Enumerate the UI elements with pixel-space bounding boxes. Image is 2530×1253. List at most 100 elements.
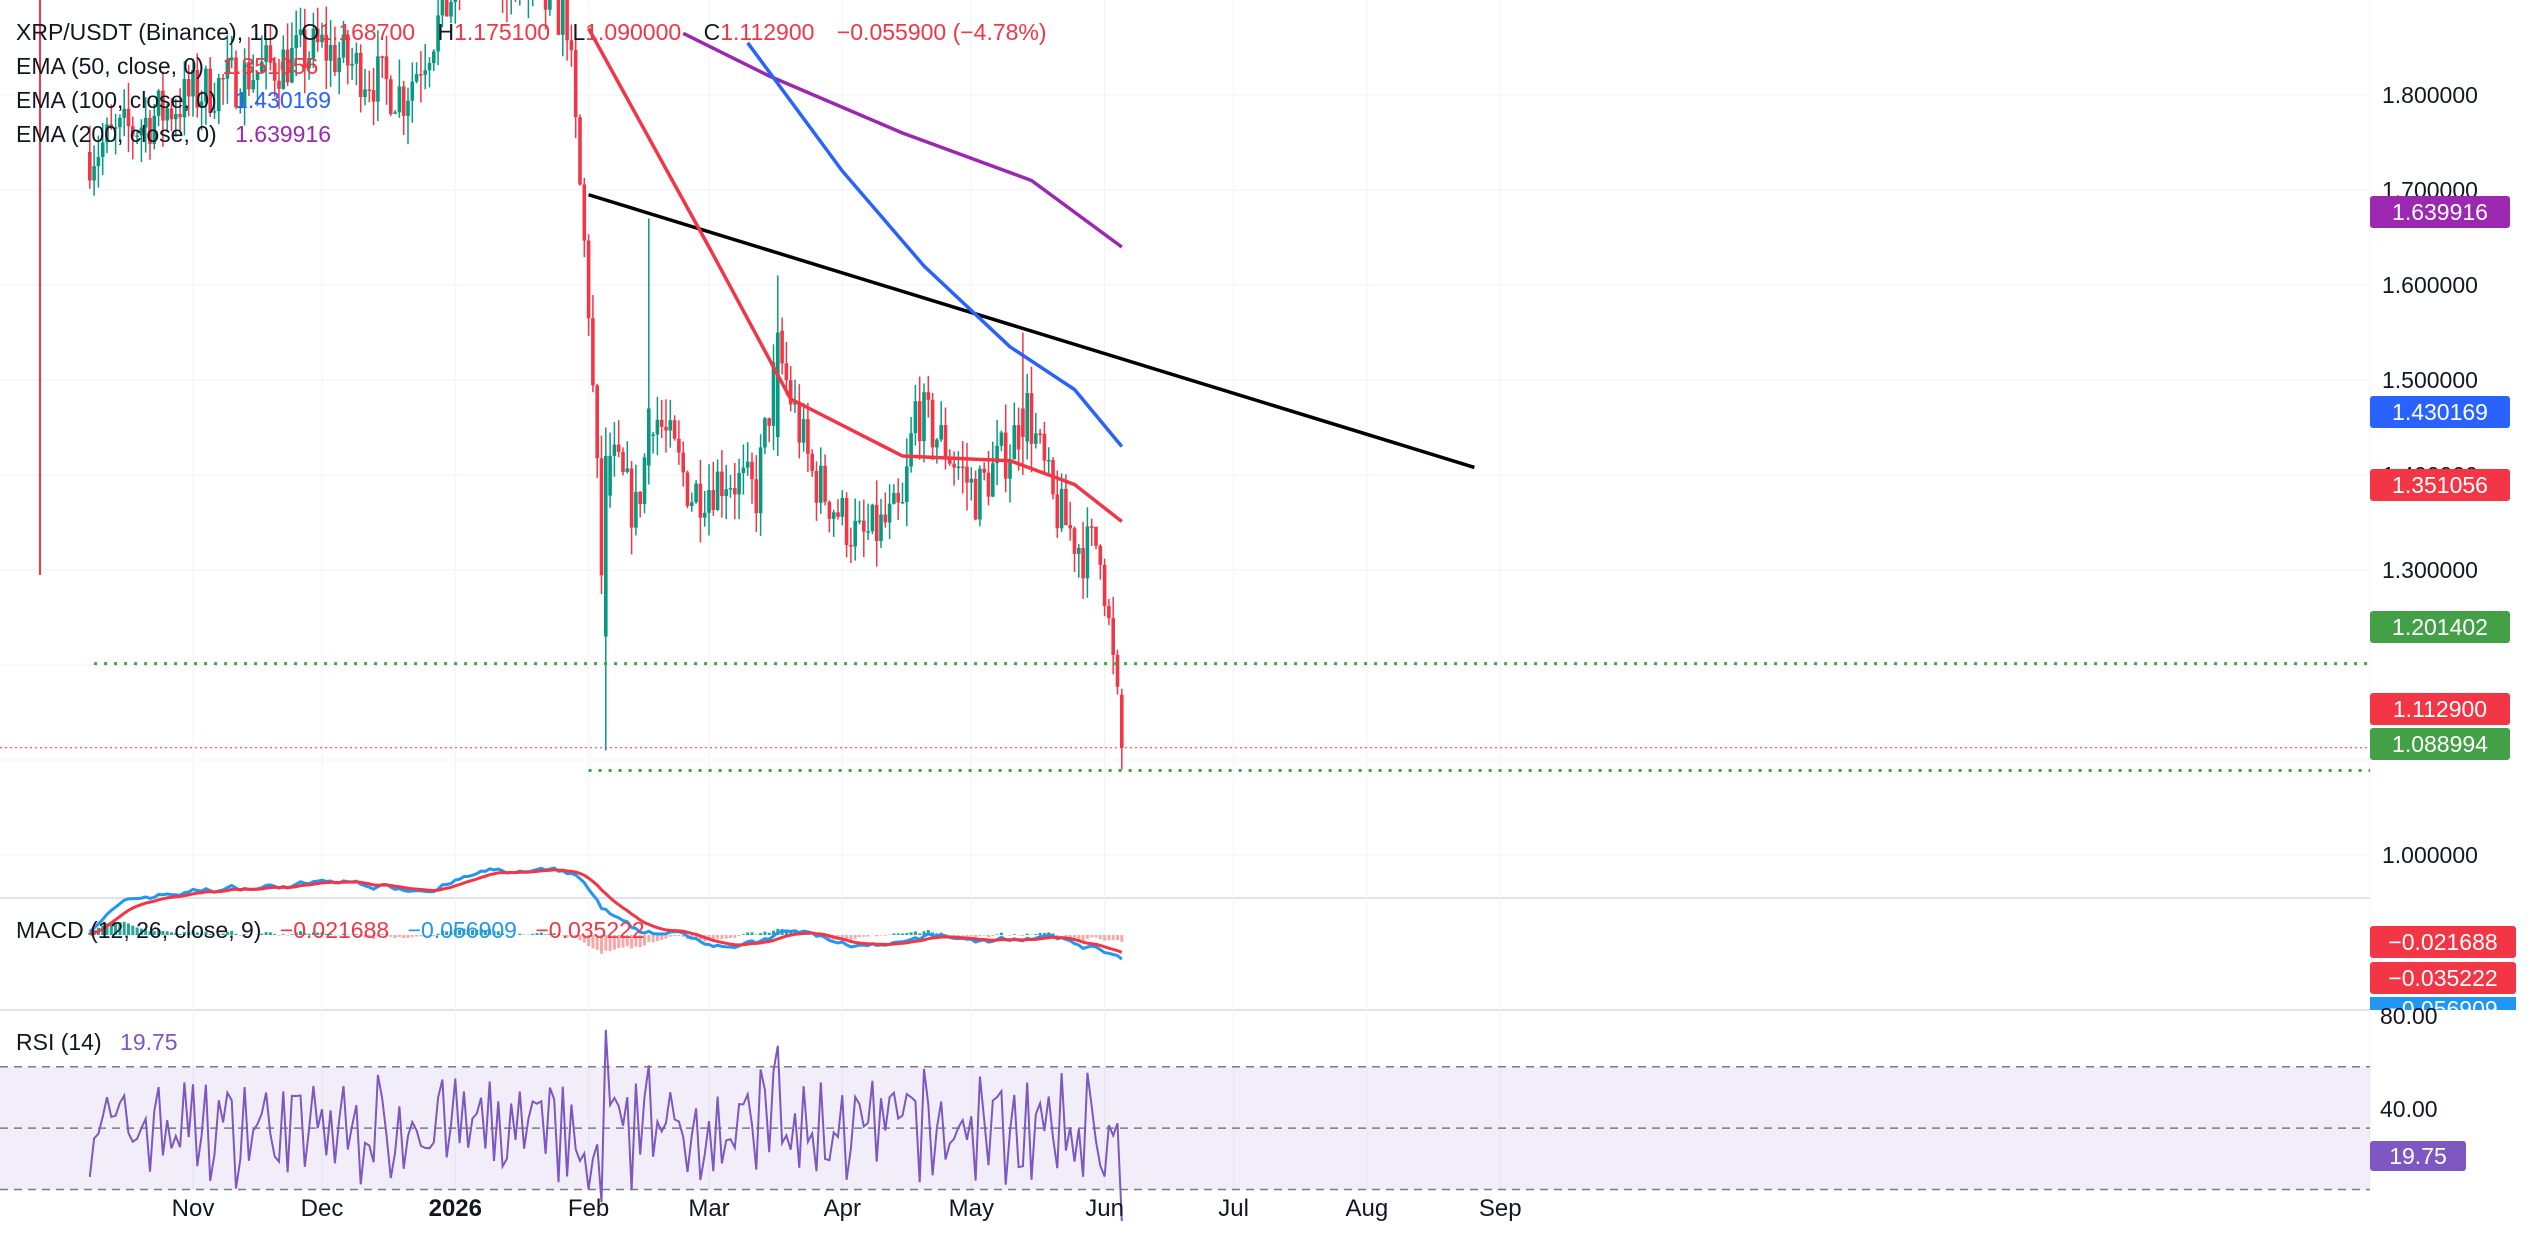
macd-hist-bar <box>393 935 397 939</box>
macd-hist-bar <box>501 933 505 935</box>
macd-hist-bar <box>462 928 466 935</box>
macd-hist-bar <box>389 935 393 937</box>
macd-hist-bar <box>1107 935 1111 941</box>
macd-hist-bar <box>367 935 371 939</box>
macd-hist-bar <box>492 931 496 935</box>
macd-hist-bar <box>518 933 522 935</box>
candle-body <box>367 89 372 91</box>
macd-hist-bar <box>483 930 487 935</box>
macd-hist-bar <box>630 935 634 949</box>
macd-hist-bar <box>763 931 767 935</box>
candle-body <box>879 514 883 542</box>
time-tick: Jul <box>1218 1195 1249 1222</box>
candle-body <box>444 0 449 17</box>
candle-body <box>1072 528 1077 554</box>
macd-hist-bar <box>741 934 745 935</box>
macd-hist-bar <box>595 935 599 950</box>
candle-body <box>208 68 212 113</box>
candle-body <box>664 426 668 431</box>
macd-signal-line <box>89 868 1123 954</box>
axes: 1.0000001.3000001.4000001.5000001.600000… <box>172 82 2478 1222</box>
macd-hist-bar <box>458 929 462 935</box>
candle-body <box>836 512 840 517</box>
candle-body <box>991 463 995 497</box>
candle-body <box>629 468 634 528</box>
candle-body <box>655 419 660 435</box>
macd-hist-bar <box>118 922 122 935</box>
candle-body <box>999 432 1004 446</box>
macd-hist-bar <box>286 935 290 936</box>
candle-body <box>849 544 853 547</box>
macd-hist-bar <box>1077 935 1081 940</box>
candle-body <box>135 135 139 137</box>
macd-hist-bar <box>273 933 277 935</box>
candle-body <box>1003 432 1008 479</box>
macd-hist-bar <box>866 935 870 937</box>
macd-hist-bar <box>909 932 913 935</box>
candle-body <box>1034 433 1038 444</box>
macd-hist-bar <box>195 932 199 935</box>
svg-text:1.112900: 1.112900 <box>2393 696 2487 722</box>
candle-body <box>195 69 200 108</box>
macd-hist-bar <box>552 933 556 935</box>
macd-hist-bar <box>1116 935 1119 940</box>
macd-pane[interactable] <box>88 866 1124 961</box>
candle-body <box>831 512 836 519</box>
candle-body <box>917 401 922 442</box>
candle-body <box>634 491 638 528</box>
candle-body <box>956 466 961 469</box>
macd-hist-bar <box>673 935 677 936</box>
candle-body <box>251 80 255 90</box>
ema100-line <box>746 41 1124 448</box>
candle-body <box>806 419 810 454</box>
macd-hist-bar <box>621 935 625 948</box>
candle-body <box>165 108 169 121</box>
candle-body <box>690 502 694 507</box>
macd-hist-bar <box>965 935 969 937</box>
candle-body <box>268 45 273 63</box>
macd-hist-bar <box>148 931 152 935</box>
candle-body <box>363 89 367 98</box>
candle-body <box>294 35 298 48</box>
candle-body <box>724 489 728 497</box>
macd-hist-bar <box>109 922 113 935</box>
candle-body <box>191 69 195 97</box>
candle-body <box>702 512 707 518</box>
candle-body <box>870 504 875 532</box>
ema50-legend: EMA (50, close, 0) 1.351056 <box>16 53 318 79</box>
macd-hist-bar <box>565 935 569 938</box>
candle-body <box>1077 547 1081 554</box>
macd-hist-bar <box>956 935 960 937</box>
macd-hist-bar <box>496 931 500 935</box>
price-tick: 1.000000 <box>2382 842 2478 868</box>
macd-hist-bar <box>969 935 973 936</box>
rsi-line <box>88 1029 1123 1222</box>
rsi-pane[interactable] <box>0 1029 2370 1222</box>
macd-hist-bar <box>879 935 883 936</box>
candle-body <box>169 108 174 120</box>
main-pane[interactable] <box>0 0 2370 772</box>
macd-hist-bar <box>385 934 388 935</box>
ema200-legend: EMA (200, close, 0) 1.639916 <box>16 121 331 147</box>
macd-hist-bar <box>419 935 423 937</box>
candle-body <box>272 62 277 81</box>
macd-hist-bar <box>651 935 655 943</box>
macd-hist-bar <box>974 935 978 939</box>
macd-hist-bar <box>591 935 595 949</box>
svg-text:19.75: 19.75 <box>2389 1143 2447 1169</box>
candle-body <box>449 1 453 17</box>
candle-body <box>1059 488 1064 529</box>
candle-body <box>883 514 888 523</box>
candle-body <box>238 105 243 108</box>
macd-hist-bar <box>466 929 470 935</box>
macd-hist-bar <box>991 935 995 937</box>
macd-hist-bar <box>853 935 857 939</box>
candle-body <box>819 465 823 503</box>
macd-hist-bar <box>445 931 449 935</box>
macd-hist-bar <box>415 935 419 937</box>
price-tick: 1.600000 <box>2382 272 2478 298</box>
candle-body <box>410 81 415 101</box>
candle-body <box>311 28 316 59</box>
macd-hist-bar <box>208 933 212 935</box>
